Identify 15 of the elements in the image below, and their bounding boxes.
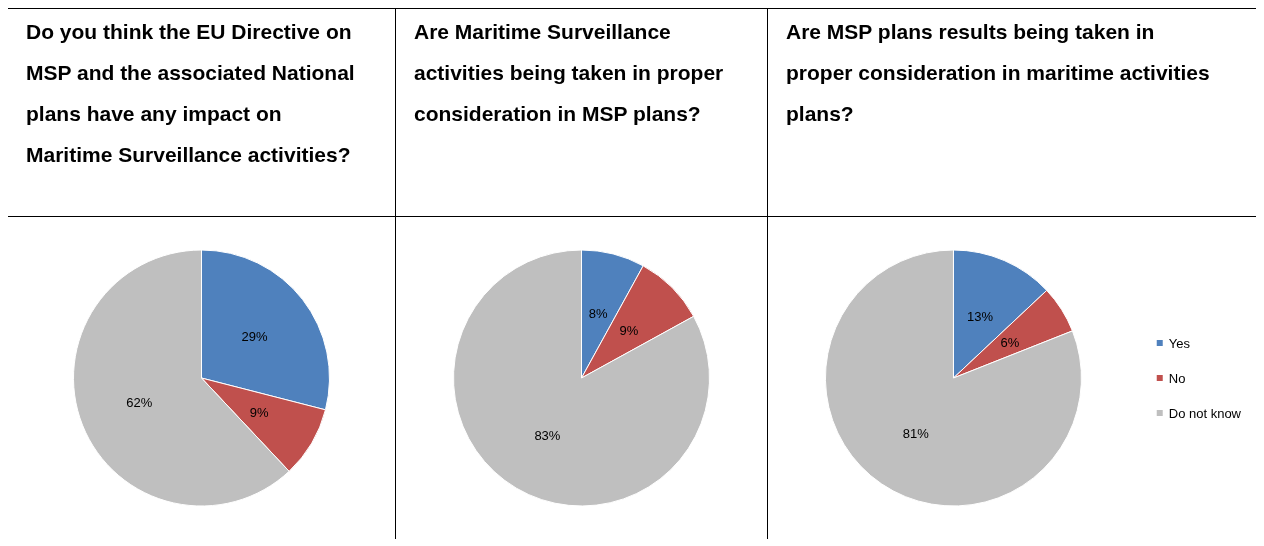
data-label: 6%	[1000, 334, 1020, 350]
data-label: 13%	[967, 309, 994, 325]
data-label: 81%	[902, 425, 930, 441]
data-label: 29%	[241, 329, 268, 345]
data-label: 83%	[534, 428, 561, 444]
data-label: 62%	[126, 395, 153, 411]
chart-title: Are MSP plans results being taken in proper consideration in maritime activities plans?	[768, 9, 1256, 217]
data-label: 9%	[619, 323, 639, 339]
data-label: 8%	[588, 305, 608, 321]
chart-title: Are Maritime Surveillance activities being taken in proper consideration in MSP plans?	[396, 9, 767, 217]
legend-label: Yes	[1168, 335, 1191, 351]
legend-label: Do not know	[1168, 405, 1242, 421]
data-label: 9%	[249, 404, 269, 420]
chart-title: Do you think the EU Directive on MSP and the associated National plans have any impact on Maritime Surveillance activities?	[8, 9, 395, 217]
legend-label: No	[1168, 370, 1186, 386]
